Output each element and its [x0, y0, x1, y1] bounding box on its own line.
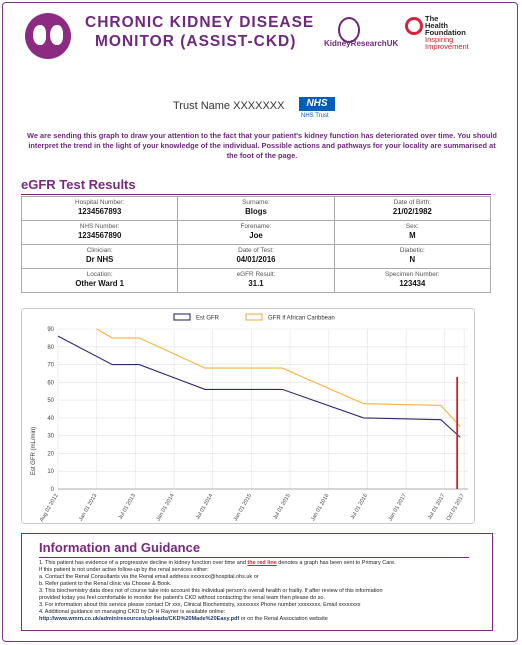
header-title-line1: CHRONIC KIDNEY DISEASE [85, 14, 315, 31]
legend-swatch [245, 313, 263, 321]
guidance-line-4: b. Refer patient to the Renal clinic via… [39, 581, 172, 587]
table-row: Hospital Number: 1234567893 Surname: Blogs… [20, 196, 492, 221]
ring-icon [405, 17, 423, 35]
x-tick-label: Jul 01 2015 [272, 493, 291, 521]
x-tick-label: Aug 02 2012 [39, 493, 60, 523]
y-tick-label: 80 [47, 345, 54, 351]
guidance-divider [39, 557, 469, 558]
guidance-title: Information and Guidance [39, 540, 201, 555]
nhs-number-cell: NHS Number: 1234567890 [20, 220, 179, 245]
results-divider [21, 194, 491, 195]
forename-cell: Forename: Joe [177, 220, 335, 245]
x-tick-label: Oct 01 2017 [446, 493, 466, 522]
egfr-chart-panel: 0 10 20 30 40 50 60 70 80 90 Aug 02 2012 Jan 01 20… [21, 308, 475, 524]
y-tick-label: 0 [51, 487, 55, 493]
table-row: NHS Number: 1234567890 Forename: Joe Sex: M [20, 220, 492, 245]
legend-label: GFR if African Caribbean [268, 316, 335, 322]
guidance-line-2: If this patient is not under active foll… [39, 567, 209, 573]
kidney-research-uk-logo: KidneyResearchUK [324, 17, 400, 51]
table-row: Clinician: Dr NHS Date of Test: 04/01/2016… [20, 244, 492, 269]
x-tick-label: Jan 01 2014 [155, 493, 175, 522]
x-tick-label: Jul 01 2017 [427, 493, 446, 521]
hospital-number-cell: Hospital Number: 1234567893 [20, 196, 179, 221]
guidance-line-5: 3. This biochemistry data does not of co… [39, 588, 383, 594]
x-tick-label: Jul 01 2014 [195, 493, 214, 521]
test-date-cell: Date of Test: 04/01/2016 [177, 244, 335, 269]
legend-swatch [173, 313, 191, 321]
y-tick-label: 60 [47, 380, 54, 386]
y-tick-label: 30 [47, 434, 54, 440]
kidney-logo-icon [25, 13, 71, 59]
guidance-panel [21, 533, 493, 631]
kidney-icon [338, 17, 360, 43]
x-tick-label: Jul 01 2013 [118, 493, 137, 521]
y-tick-label: 10 [47, 469, 54, 475]
intro-text: We are sending this graph to draw your a… [27, 131, 497, 160]
dob-cell: Date of Birth: 21/02/1982 [333, 196, 492, 221]
x-tick-label: Jan 01 2017 [388, 493, 408, 522]
guidance-line-1: 1. This patient has evidence of a progre… [39, 560, 396, 566]
table-row: Location: Other Ward 1 eGFR Result: 31.1 S… [20, 268, 492, 293]
series-line [57, 335, 461, 438]
egfr-chart: 0 10 20 30 40 50 60 70 80 90 Aug 02 2012 Jan 01 20… [31, 313, 468, 523]
guidance-line-3: a. Contact the Renal Consultants via the… [39, 574, 259, 580]
specimen-number-cell: Specimen Number: 123434 [333, 268, 492, 293]
trust-name: Trust Name XXXXXXX [173, 100, 285, 112]
nhs-trust-label: NHS Trust [301, 113, 329, 119]
y-axis-label: Est GFR (mL/min) [31, 427, 37, 475]
nhs-logo: NHS [299, 97, 335, 111]
guidance-line-7: 3. For information about this service pl… [39, 602, 361, 608]
guidance-line-9: http://www.wmrn.co.uk/admin/resources/up… [39, 616, 328, 622]
x-tick-label: Jan 01 2015 [233, 493, 253, 522]
clinician-cell: Clinician: Dr NHS [20, 244, 179, 269]
header-title-line2: MONITOR (ASSIST-CKD) [95, 33, 297, 50]
location-cell: Location: Other Ward 1 [20, 268, 179, 293]
y-tick-label: 20 [47, 451, 54, 457]
patient-info-table: Hospital Number: 1234567893 Surname: Blogs… [20, 196, 492, 293]
x-tick-label: Jan 01 2016 [310, 493, 330, 522]
results-title: eGFR Test Results [21, 177, 136, 192]
health-foundation-logo: The Health Foundation Inspiring Improvem… [405, 15, 495, 51]
guidance-line-8: 4. Additional guidance on managing CKD b… [39, 609, 226, 615]
guidance-link[interactable]: http://www.wmrn.co.uk/admin/resources/up… [39, 616, 240, 622]
y-tick-label: 50 [47, 398, 54, 404]
legend-label: Est GFR [196, 316, 220, 322]
diabetic-cell: Diabetic: N [333, 244, 492, 269]
y-tick-label: 70 [47, 363, 54, 369]
guidance-line-6: provided today you feel comfortable to m… [39, 595, 325, 601]
x-tick-label: Jul 01 2016 [350, 493, 369, 521]
egfr-result-cell: eGFR Result: 31.1 [177, 268, 335, 293]
series-line [96, 328, 461, 428]
sex-cell: Sex: M [333, 220, 492, 245]
y-tick-label: 40 [47, 416, 54, 422]
red-line-note: the red line [247, 560, 277, 566]
x-tick-label: Jan 01 2013 [78, 493, 98, 522]
y-tick-label: 90 [47, 327, 54, 333]
surname-cell: Surname: Blogs [177, 196, 335, 221]
